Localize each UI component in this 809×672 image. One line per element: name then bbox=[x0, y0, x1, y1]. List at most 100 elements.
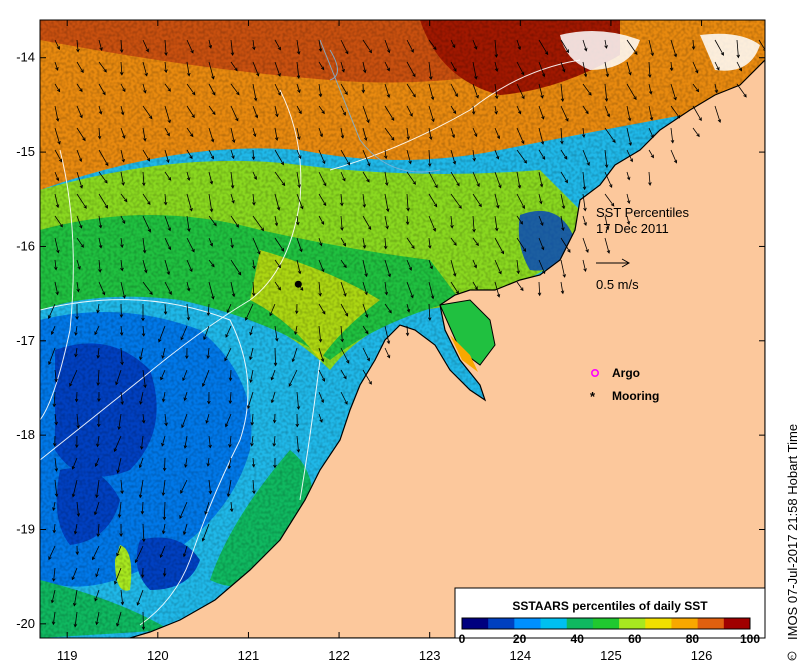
current-vector bbox=[230, 39, 235, 57]
current-vector bbox=[141, 304, 145, 322]
current-vector bbox=[318, 259, 325, 273]
current-vector bbox=[119, 523, 123, 537]
current-vector bbox=[98, 193, 109, 209]
current-vector bbox=[648, 105, 654, 121]
current-vector bbox=[296, 105, 302, 115]
current-vector bbox=[74, 347, 78, 358]
current-vector bbox=[472, 61, 478, 80]
current-vector bbox=[494, 259, 502, 275]
current-vector bbox=[97, 127, 102, 140]
current-vector bbox=[604, 39, 608, 49]
current-vector bbox=[230, 281, 236, 298]
current-vector bbox=[582, 105, 589, 115]
current-vector bbox=[560, 127, 564, 145]
current-vector bbox=[163, 303, 168, 315]
x-tick-label: 125 bbox=[600, 648, 622, 663]
current-vector bbox=[450, 237, 457, 246]
current-vector bbox=[75, 303, 79, 320]
current-vector bbox=[537, 281, 542, 297]
current-vector bbox=[384, 39, 391, 54]
current-vector bbox=[318, 39, 323, 53]
current-vector bbox=[252, 171, 257, 181]
current-vector bbox=[736, 61, 742, 72]
current-vector bbox=[120, 105, 125, 116]
current-vector bbox=[139, 435, 144, 450]
current-vector bbox=[516, 39, 521, 51]
current-vector bbox=[251, 281, 256, 297]
x-tick-label: 124 bbox=[509, 648, 531, 663]
current-vector bbox=[252, 105, 259, 119]
current-vector bbox=[472, 149, 476, 162]
current-vector bbox=[52, 435, 57, 447]
current-vector bbox=[54, 83, 61, 93]
current-vector bbox=[340, 61, 345, 73]
current-vector bbox=[450, 83, 458, 98]
current-vector bbox=[54, 39, 60, 50]
current-vector bbox=[228, 391, 233, 405]
y-tick-label: -19 bbox=[16, 521, 35, 536]
current-vector bbox=[205, 413, 210, 424]
current-vector bbox=[142, 171, 146, 187]
colorbar-swatch bbox=[514, 618, 542, 629]
current-vector bbox=[94, 457, 100, 467]
current-vector bbox=[94, 325, 100, 336]
current-vector bbox=[76, 413, 80, 429]
colorbar-swatch bbox=[592, 618, 620, 629]
current-vector bbox=[670, 127, 675, 144]
current-vector bbox=[692, 127, 700, 138]
current-vector bbox=[582, 237, 589, 254]
current-vector bbox=[96, 303, 100, 314]
colorbar-tick-label: 20 bbox=[513, 632, 527, 646]
current-vector bbox=[714, 105, 722, 124]
current-vector bbox=[208, 127, 215, 143]
current-vector bbox=[538, 105, 545, 120]
current-vector bbox=[318, 149, 326, 165]
current-vector bbox=[204, 501, 210, 515]
current-vector bbox=[269, 303, 276, 317]
current-vector bbox=[626, 39, 638, 55]
current-vector bbox=[405, 215, 410, 226]
current-vector bbox=[648, 39, 654, 57]
current-vector bbox=[120, 215, 126, 225]
current-vector bbox=[113, 435, 122, 453]
current-vector bbox=[340, 39, 349, 55]
current-vector bbox=[538, 215, 544, 226]
current-vector bbox=[670, 105, 681, 119]
current-vector bbox=[472, 215, 476, 233]
current-vector bbox=[98, 259, 102, 273]
current-vector bbox=[318, 83, 323, 98]
current-vector bbox=[296, 127, 301, 141]
current-vector bbox=[450, 259, 457, 277]
current-vector bbox=[384, 149, 388, 160]
current-vector bbox=[516, 61, 525, 76]
current-vector bbox=[692, 105, 702, 122]
current-vector bbox=[274, 237, 285, 252]
current-vector bbox=[538, 61, 546, 78]
current-vector bbox=[185, 347, 189, 360]
current-vector bbox=[406, 237, 415, 249]
current-vector bbox=[626, 193, 631, 205]
current-vector bbox=[96, 369, 100, 387]
current-vector bbox=[604, 237, 611, 254]
current-vector bbox=[251, 457, 256, 468]
current-vector bbox=[186, 105, 195, 119]
current-vector bbox=[494, 237, 504, 255]
current-vector bbox=[428, 127, 433, 141]
current-vector bbox=[560, 61, 566, 73]
current-vector bbox=[116, 457, 122, 474]
current-vector bbox=[246, 391, 254, 410]
current-vector bbox=[318, 347, 325, 363]
current-vector bbox=[384, 281, 389, 296]
current-vector bbox=[250, 435, 254, 447]
current-vector bbox=[164, 259, 171, 276]
current-vector bbox=[120, 171, 125, 186]
current-vector bbox=[318, 237, 323, 247]
current-vector bbox=[273, 347, 278, 367]
current-vector bbox=[76, 171, 83, 189]
current-vector bbox=[494, 105, 498, 115]
current-vector bbox=[362, 215, 372, 231]
current-vector bbox=[340, 325, 344, 343]
current-vector bbox=[362, 61, 367, 74]
mooring-marker bbox=[294, 280, 302, 288]
current-vector bbox=[98, 215, 103, 229]
